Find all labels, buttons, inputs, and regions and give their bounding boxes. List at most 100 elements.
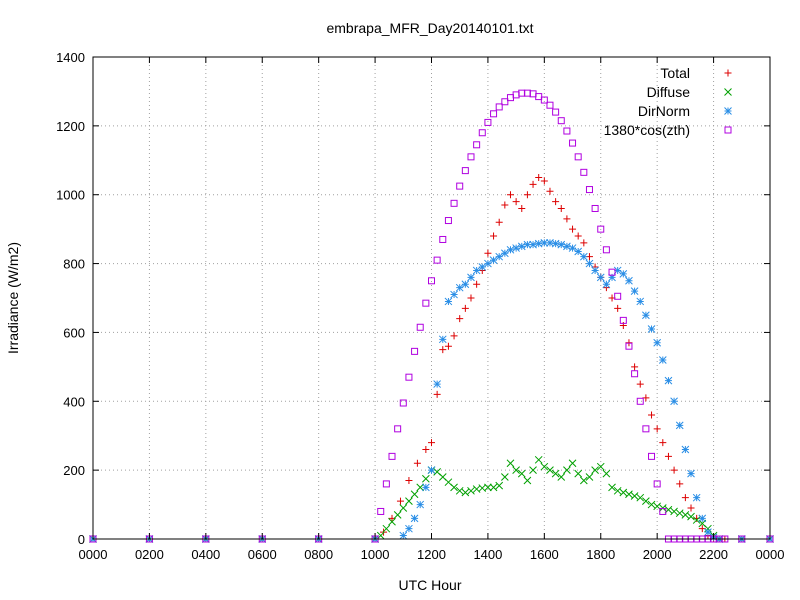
data-point [382,480,390,488]
data-point [523,240,532,249]
data-point [676,480,684,488]
data-point [433,390,441,398]
data-point [619,488,628,497]
data-point [467,273,475,282]
data-point [580,168,588,176]
data-point [517,242,526,251]
data-point [608,268,616,276]
data-point [552,108,560,116]
data-point [574,247,583,256]
data-point [563,242,571,251]
data-point [602,469,611,478]
data-point [692,516,701,524]
data-point [512,198,520,206]
data-point [563,215,571,223]
data-point [501,201,509,209]
data-point [658,356,667,364]
data-point [540,239,549,247]
chart-title: embrapa_MFR_Day20140101.txt [326,20,533,36]
data-point [602,280,611,289]
data-point [568,244,577,252]
data-point [473,141,481,149]
data-point [456,315,464,323]
data-point [675,509,684,518]
data-point [546,101,554,109]
data-point [523,191,531,199]
legend-marker [724,88,732,96]
data-point [613,266,622,275]
data-point [439,346,447,354]
data-point [416,323,424,331]
data-point [473,280,481,288]
data-point [529,180,537,188]
data-point [500,249,509,258]
data-point [636,493,645,502]
data-point [653,338,662,347]
data-point [467,294,475,302]
data-point [439,235,447,243]
data-point [422,483,430,492]
data-point [535,174,543,181]
data-point [585,259,594,268]
data-point [413,459,421,467]
data-point [557,204,565,212]
data-point [631,370,639,378]
data-point [495,103,503,111]
data-point [619,270,628,278]
data-point [642,497,650,505]
data-point [653,480,661,488]
data-point [687,504,695,512]
y-tick-label: 400 [63,394,85,409]
data-point [568,459,577,468]
legend-label: Diffuse [647,84,691,100]
data-point [410,514,419,523]
data-point [529,466,537,474]
data-point [614,304,622,312]
data-point [630,492,639,500]
data-point [478,129,486,137]
data-point [585,473,594,481]
data-point [664,376,673,385]
data-point [636,397,644,405]
data-point [518,204,526,212]
data-point [416,500,425,509]
data-point [597,225,605,233]
data-point [614,292,622,300]
data-point [433,380,441,388]
data-point [534,455,543,464]
y-tick-label: 800 [63,257,85,272]
data-point [472,266,481,275]
data-point [608,483,616,492]
data-point [675,421,684,430]
data-point [467,486,475,495]
data-point [427,466,436,474]
data-point [540,462,549,471]
data-point [534,239,543,248]
data-point [659,507,667,515]
data-point [687,512,695,521]
data-point [642,311,650,320]
x-axis-label: UTC Hour [398,577,461,593]
data-point [422,474,430,483]
data-point [444,297,453,306]
data-point [647,500,656,509]
data-point [444,342,452,350]
data-point [500,473,509,481]
data-point [450,199,458,207]
data-point [484,483,492,492]
data-point [416,483,425,492]
data-point [608,273,616,282]
data-point [557,117,565,125]
data-point [399,399,407,407]
legend-label: DirNorm [638,103,690,119]
data-point [659,439,667,447]
data-point [506,245,515,254]
legend-marker [724,107,732,115]
data-point [405,476,413,484]
data-point [563,127,571,135]
data-point [495,252,504,261]
data-point [444,217,452,225]
data-point [506,459,515,468]
data-point [450,483,458,492]
y-tick-label: 200 [63,463,85,478]
